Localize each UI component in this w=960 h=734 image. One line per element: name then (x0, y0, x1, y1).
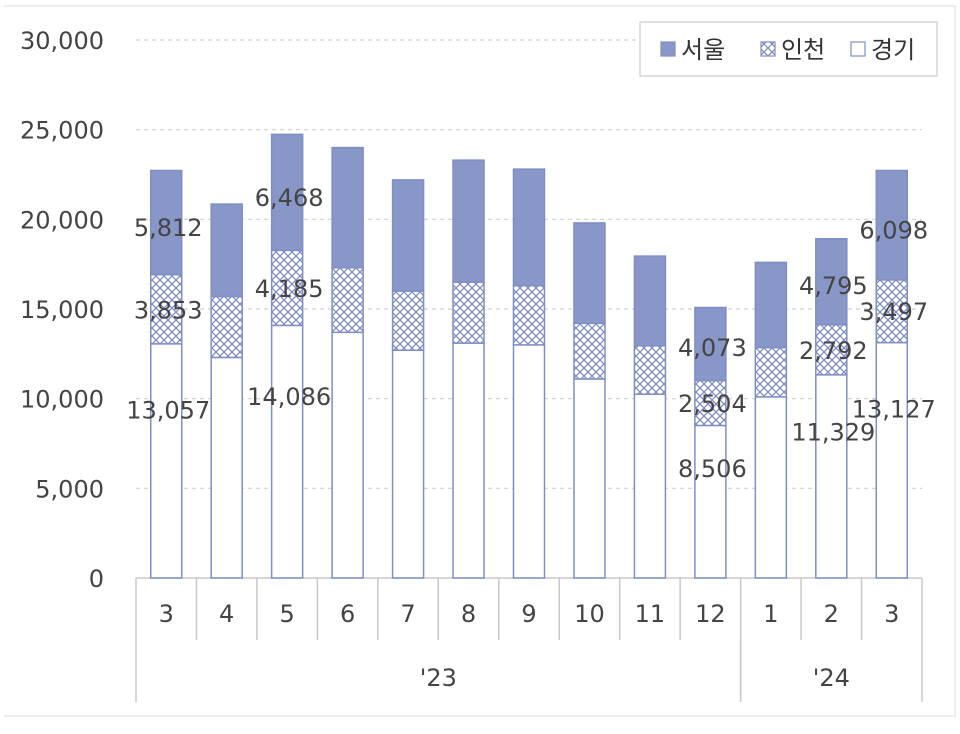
y-tick-label: 25,000 (20, 117, 104, 145)
bar-segment-서울 (815, 238, 848, 326)
bar-segment-서울 (512, 168, 546, 287)
data-label: 8,506 (678, 455, 747, 483)
bar-segment-인천 (875, 279, 909, 344)
bar-segment-경기 (149, 343, 183, 579)
legend-label: 인천 (781, 36, 825, 64)
bar-segment-경기 (210, 356, 243, 579)
bar-segment-인천 (633, 345, 667, 395)
x-tick-label: 3 (884, 600, 899, 628)
bar-segment-서울 (331, 146, 364, 269)
bar-segment-인천 (573, 322, 606, 380)
data-label: 13,057 (126, 396, 210, 424)
bar-segment-서울 (391, 179, 425, 292)
bar-segment-경기 (391, 349, 425, 579)
x-tick-label: 8 (461, 600, 476, 628)
bar-segment-인천 (815, 324, 848, 376)
bar-segment-인천 (270, 249, 304, 327)
x-tick-label: 11 (635, 600, 666, 628)
bar-segment-서울 (754, 261, 788, 349)
bar-segment-인천 (452, 281, 485, 344)
group-label: '23 (420, 664, 457, 692)
x-tick-label: 9 (521, 600, 536, 628)
bar-segment-경기 (815, 374, 848, 579)
bar-segment-서울 (210, 203, 243, 298)
bar-segment-경기 (754, 396, 788, 579)
x-tick-label: 12 (695, 600, 726, 628)
legend-swatch-경기 (850, 41, 866, 57)
x-tick-label: 1 (763, 600, 778, 628)
x-tick-label: 3 (159, 600, 174, 628)
data-label: 3,497 (859, 298, 928, 326)
y-tick-label: 20,000 (20, 206, 104, 234)
bar-segment-경기 (512, 344, 546, 579)
group-label: '24 (813, 664, 850, 692)
y-tick-label: 5,000 (35, 475, 104, 503)
data-label: 13,127 (852, 396, 936, 424)
x-tick-label: 7 (400, 600, 415, 628)
x-tick-label: 5 (280, 600, 295, 628)
bar-segment-서울 (694, 306, 727, 382)
data-label: 2,792 (799, 337, 868, 365)
x-tick-label: 6 (340, 600, 355, 628)
bar-segment-경기 (452, 342, 485, 579)
bar-segment-인천 (391, 290, 425, 351)
x-tick-label: 2 (824, 600, 839, 628)
bar-segment-서울 (573, 222, 606, 325)
bar-segment-경기 (573, 378, 606, 579)
legend-swatch-서울 (660, 41, 676, 57)
legend-swatch-인천 (760, 41, 776, 57)
bar-segment-서울 (149, 169, 183, 276)
bar-segment-경기 (633, 393, 667, 579)
legend-label: 경기 (871, 36, 915, 64)
bar-segment-인천 (512, 284, 546, 346)
bar-segment-인천 (149, 273, 183, 345)
bar-segment-인천 (331, 267, 364, 334)
data-label: 5,812 (134, 214, 203, 242)
bar-segment-인천 (754, 346, 788, 398)
data-label: 3,853 (134, 296, 203, 324)
data-label: 4,073 (678, 334, 747, 362)
data-label: 4,185 (255, 275, 324, 303)
bar-segment-서울 (875, 169, 909, 281)
legend: 서울 인천 경기 (639, 21, 938, 77)
bar-segment-경기 (331, 331, 364, 579)
data-label: 6,098 (859, 217, 928, 245)
data-label: 6,468 (255, 184, 324, 212)
x-tick-label: 4 (219, 600, 234, 628)
data-label: 11,329 (791, 419, 875, 447)
legend-label: 서울 (681, 36, 725, 64)
data-label: 14,086 (247, 383, 331, 411)
bar-segment-인천 (210, 295, 243, 359)
y-tick-label: 10,000 (20, 386, 104, 414)
data-label: 4,795 (799, 272, 868, 300)
y-tick-label: 15,000 (20, 296, 104, 324)
bar-segment-서울 (452, 159, 485, 283)
y-tick-label: 0 (89, 565, 104, 593)
data-label: 2,504 (678, 390, 747, 418)
bar-segment-경기 (875, 341, 909, 579)
y-tick-label: 30,000 (20, 27, 104, 55)
bar-segment-서울 (270, 133, 304, 252)
bar-segment-경기 (270, 324, 304, 579)
x-tick-label: 10 (574, 600, 605, 628)
bar-segment-인천 (694, 379, 727, 427)
bar-segment-경기 (694, 424, 727, 579)
bar-segment-서울 (633, 255, 667, 347)
